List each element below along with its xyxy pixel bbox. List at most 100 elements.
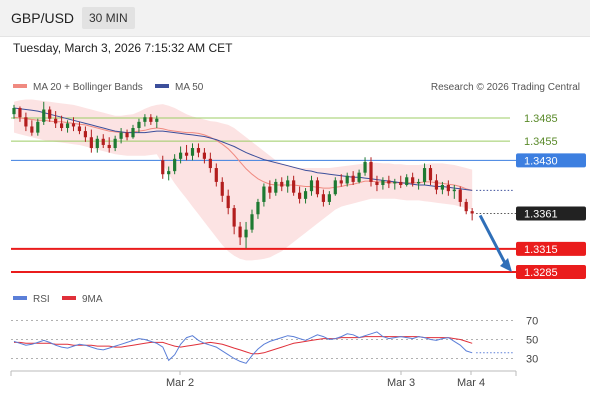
- candle-body: [428, 168, 433, 181]
- candle: [42, 101, 46, 125]
- candle-body: [458, 189, 462, 202]
- candle: [155, 115, 159, 129]
- candle-body: [280, 181, 284, 187]
- time-axis-label: Mar 3: [387, 377, 415, 389]
- candle-body: [309, 180, 314, 192]
- candle: [363, 157, 367, 176]
- candle-body: [286, 180, 290, 187]
- candle: [161, 155, 165, 179]
- rsi-line: [13, 331, 473, 364]
- time-axis: Mar 2 Mar 3 Mar 4: [10, 370, 517, 389]
- projection-arrow-head: [500, 258, 512, 272]
- candle: [399, 175, 403, 189]
- level-label: 1.3485: [524, 113, 558, 125]
- candle: [262, 183, 266, 207]
- candle-body: [155, 118, 159, 122]
- level-label-bg: [516, 206, 586, 221]
- candle-body: [24, 117, 28, 127]
- candle: [137, 118, 141, 133]
- candle: [77, 121, 82, 135]
- candle: [36, 118, 40, 136]
- candle-body: [339, 180, 343, 184]
- candle-body: [399, 181, 403, 185]
- candle: [333, 177, 337, 196]
- candle: [143, 114, 147, 127]
- candle-body: [125, 132, 129, 138]
- candle-body: [232, 208, 236, 227]
- candle: [411, 172, 415, 187]
- candle-body: [214, 168, 218, 182]
- candle: [214, 163, 218, 187]
- rsi-ma-line: [14, 336, 473, 355]
- candle-body: [381, 180, 385, 185]
- candle: [48, 106, 52, 122]
- candle: [12, 104, 16, 119]
- candle: [375, 175, 379, 192]
- candle-body: [173, 158, 177, 172]
- candle-body: [119, 132, 123, 139]
- candle: [149, 114, 153, 125]
- candle: [357, 169, 361, 184]
- candle: [119, 128, 123, 144]
- bollinger-band: [14, 99, 473, 261]
- candle: [303, 188, 308, 204]
- candle-body: [393, 181, 397, 184]
- candle: [256, 198, 260, 219]
- time-axis-label: Mar 2: [166, 377, 194, 389]
- candle: [244, 221, 248, 249]
- candle-body: [161, 160, 165, 175]
- candle-body: [190, 148, 195, 156]
- candle-body: [256, 201, 260, 215]
- rsi-panel: 70 50 30: [11, 316, 538, 366]
- rsi-tick-label: 30: [526, 354, 538, 366]
- candle: [232, 205, 236, 235]
- candle: [280, 177, 284, 192]
- level-label: 1.3430: [524, 155, 558, 167]
- candle: [107, 137, 111, 153]
- rsi-legend: RSI 9MA: [13, 294, 103, 305]
- candle-body: [298, 192, 302, 199]
- candle: [369, 157, 373, 187]
- candle: [238, 221, 242, 246]
- price-legend: MA 20 + Bollinger Bands MA 50 Research ©…: [13, 82, 580, 93]
- candle-body: [54, 118, 58, 124]
- candle: [125, 129, 129, 141]
- candle: [65, 120, 70, 133]
- candle: [440, 181, 444, 195]
- projection-arrow-shaft: [478, 214, 508, 266]
- candle: [95, 135, 99, 153]
- candle: [30, 120, 34, 136]
- candle: [327, 191, 331, 206]
- candle: [60, 115, 64, 132]
- candle: [101, 134, 105, 149]
- level-lines-layer: [11, 117, 516, 273]
- candles-layer: [12, 101, 474, 249]
- ma20-legend-swatch: [13, 84, 27, 88]
- candle: [339, 174, 343, 187]
- candle-body: [345, 175, 349, 184]
- candle: [428, 164, 433, 185]
- candle: [196, 143, 201, 158]
- candle: [268, 180, 272, 199]
- candle: [298, 186, 302, 204]
- header-bar: GBP/USD 30 MIN: [0, 0, 590, 37]
- candle-body: [470, 211, 474, 214]
- candle-body: [303, 191, 308, 199]
- candle-body: [60, 123, 64, 129]
- candle: [190, 143, 195, 161]
- rsi-legend-swatch: [13, 296, 27, 300]
- candle-body: [30, 126, 34, 133]
- candle-body: [83, 131, 87, 138]
- candle-body: [446, 184, 450, 192]
- candle: [89, 129, 93, 153]
- candle-body: [42, 109, 46, 122]
- candle-body: [440, 184, 444, 190]
- candle-body: [202, 152, 206, 159]
- level-labels-layer: 1.3485 1.3455 1.3430 1.3361 1.3315 1.3285: [516, 113, 586, 279]
- timeframe-badge[interactable]: 30 MIN: [82, 7, 135, 29]
- candle-body: [179, 152, 183, 159]
- candle: [18, 106, 22, 122]
- candle: [113, 135, 117, 152]
- candle-body: [363, 161, 367, 173]
